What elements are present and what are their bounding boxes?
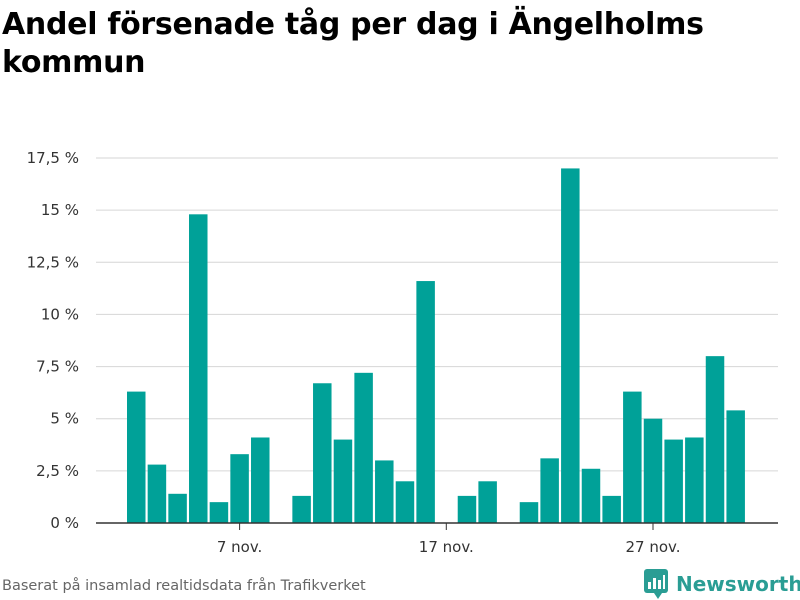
bar xyxy=(209,502,229,523)
bar xyxy=(375,460,394,523)
brand-name: Newsworthy xyxy=(676,572,800,596)
x-tick-label: 7 nov. xyxy=(217,538,262,556)
bar xyxy=(581,468,601,523)
y-tick-label: 10 % xyxy=(41,305,79,323)
y-tick-label: 2,5 % xyxy=(36,462,79,480)
y-tick-label: 17,5 % xyxy=(27,149,79,167)
source-note: Baserat på insamlad realtidsdata från Tr… xyxy=(2,578,366,594)
bar xyxy=(147,464,167,523)
bar xyxy=(685,437,704,523)
bar xyxy=(333,439,353,523)
bar xyxy=(623,391,642,523)
y-tick-label: 5 % xyxy=(50,410,79,428)
brand: Newsworthy xyxy=(644,569,800,599)
y-tick-label: 15 % xyxy=(41,201,79,219)
chart-title: Andel försenade tåg per dag i Ängelholms… xyxy=(2,7,704,80)
bar xyxy=(189,214,208,524)
bar xyxy=(561,168,580,523)
y-tick-label: 0 % xyxy=(50,514,79,532)
x-tick-label: 17 nov. xyxy=(419,538,474,556)
bar xyxy=(251,437,270,523)
bar xyxy=(478,481,497,523)
bar xyxy=(457,495,477,523)
y-tick-label: 7,5 % xyxy=(36,358,79,376)
bar xyxy=(705,356,725,523)
gridlines xyxy=(96,157,778,472)
bar xyxy=(643,418,663,523)
y-tick-label: 12,5 % xyxy=(27,253,79,271)
bar xyxy=(519,502,539,523)
bar xyxy=(664,439,683,523)
bar xyxy=(726,410,745,523)
bar xyxy=(127,391,146,523)
bars xyxy=(127,168,745,524)
bar xyxy=(602,495,621,523)
bar xyxy=(540,458,559,523)
newsworthy-logo-icon xyxy=(644,569,668,599)
bar xyxy=(313,383,332,523)
bar xyxy=(354,372,373,523)
x-tick-label: 27 nov. xyxy=(625,538,680,556)
bar xyxy=(416,281,435,523)
bar xyxy=(230,454,249,523)
x-axis-labels: 7 nov. 17 nov. 27 nov. xyxy=(217,523,681,556)
bar xyxy=(168,493,187,523)
y-axis-labels: 0 % 2,5 % 5 % 7,5 % 10 % 12,5 % 15 % 17,5 % xyxy=(27,149,79,532)
bar xyxy=(395,481,415,523)
bar xyxy=(292,495,311,523)
